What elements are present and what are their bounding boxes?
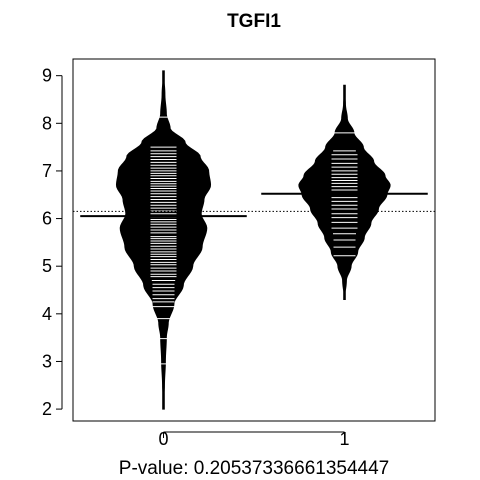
y-tick-label-8: 8 bbox=[42, 113, 52, 133]
y-tick-label-4: 4 bbox=[42, 304, 52, 324]
y-tick-label-5: 5 bbox=[42, 256, 52, 276]
y-tick-label-7: 7 bbox=[42, 161, 52, 181]
y-tick-label-3: 3 bbox=[42, 351, 52, 371]
bean-0 bbox=[115, 70, 212, 410]
x-tick-label-1: 1 bbox=[339, 429, 349, 449]
plot-frame bbox=[72, 58, 436, 422]
bean-1 bbox=[298, 84, 391, 301]
plot-area bbox=[73, 70, 435, 410]
y-tick-label-2: 2 bbox=[42, 399, 52, 419]
axes: 2 3 4 5 6 7 8 9 0 1 bbox=[42, 66, 350, 449]
x-tick-label-0: 0 bbox=[158, 429, 168, 449]
y-tick-label-6: 6 bbox=[42, 209, 52, 229]
y-tick-label-9: 9 bbox=[42, 66, 52, 86]
chart-title: TGFI1 bbox=[227, 11, 281, 32]
x-axis-label: P-value: 0.20537336661354447 bbox=[119, 458, 389, 479]
